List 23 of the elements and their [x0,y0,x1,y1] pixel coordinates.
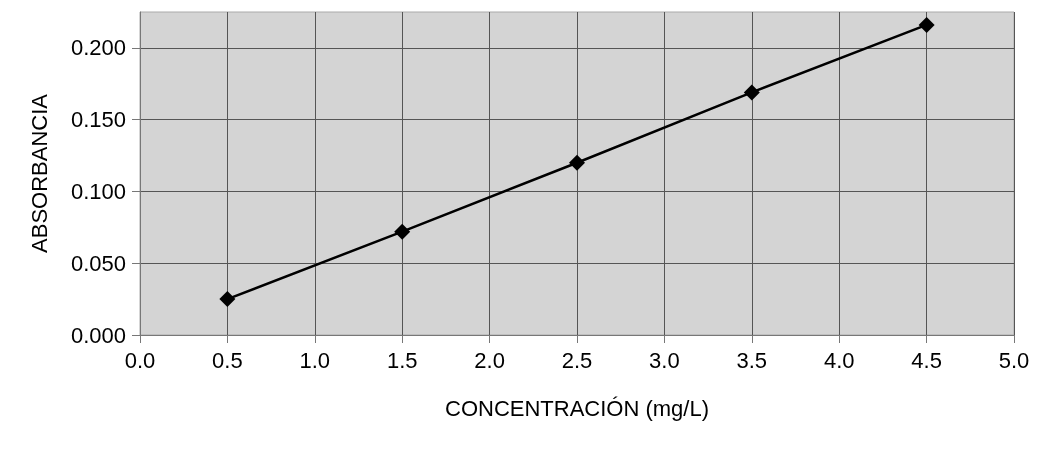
point [743,84,760,101]
point [569,154,585,171]
y-tick-label: 0.000 [70,322,126,348]
x-tick-label: 4.0 [823,347,855,373]
x-tick-label: 3.0 [649,347,680,373]
y-tick-label: 0.050 [70,250,126,276]
point [219,291,236,308]
y-tick-label: 0.150 [70,107,126,133]
x-tick-label: 1.0 [299,347,331,373]
x-tick-label: 1.5 [386,347,418,373]
x-tick-label: 0.0 [124,347,156,373]
x-tick-label: 2.5 [561,347,593,373]
x-tick-label: 4.5 [911,347,942,373]
y-tick-label: 0.200 [70,35,126,61]
x-tick-label: 0.5 [212,347,243,373]
x-tick-label: 5.0 [998,347,1030,373]
point [918,16,935,33]
x-axis-title: CONCENTRACIÓN (mg/L) [444,395,710,421]
x-tick-label: 2.0 [474,347,505,373]
x-tick-label: 3.5 [736,347,768,373]
point [394,223,411,240]
y-axis-title: ABSORBANCIA [26,93,52,253]
y-tick-label: 0.100 [70,178,126,204]
